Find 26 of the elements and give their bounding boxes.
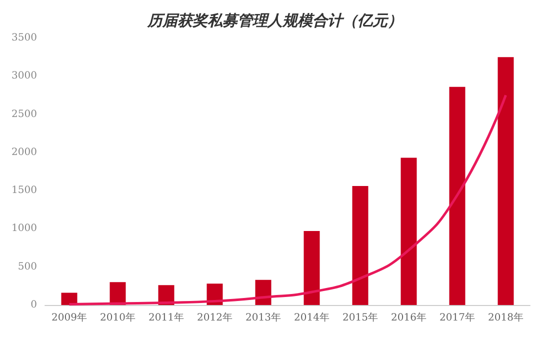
y-tick-label: 1000 [12, 223, 37, 234]
y-tick-label: 2500 [12, 108, 37, 120]
bar [61, 292, 78, 305]
y-tick-label: 2000 [12, 146, 37, 158]
x-tick-label: 2017年 [440, 312, 475, 324]
x-tick-label: 2009年 [52, 312, 87, 324]
x-tick-label: 2013年 [246, 312, 281, 324]
x-tick-label: 2011年 [148, 312, 184, 324]
y-tick-label: 3500 [12, 32, 37, 44]
y-tick-label: 3000 [12, 70, 37, 82]
bar [400, 158, 417, 305]
bar [304, 231, 320, 305]
x-tick-label: 2010年 [100, 312, 136, 324]
x-tick-label: 2015年 [342, 312, 378, 324]
bar [498, 57, 514, 305]
line-series [68, 94, 507, 306]
x-tick-label: 2014年 [294, 312, 330, 324]
x-tick-label: 2012年 [197, 312, 232, 324]
bar [449, 86, 466, 305]
x-tick-label: 2016年 [391, 312, 426, 324]
y-tick-label: 1500 [12, 185, 37, 196]
chart-title: 历届获奖私募管理人规模合计（亿元） [146, 12, 402, 30]
x-tick-label: 2018年 [488, 312, 524, 324]
y-tick-label: 500 [18, 261, 37, 272]
bar [352, 186, 368, 305]
y-tick-label: 0 [30, 300, 37, 310]
